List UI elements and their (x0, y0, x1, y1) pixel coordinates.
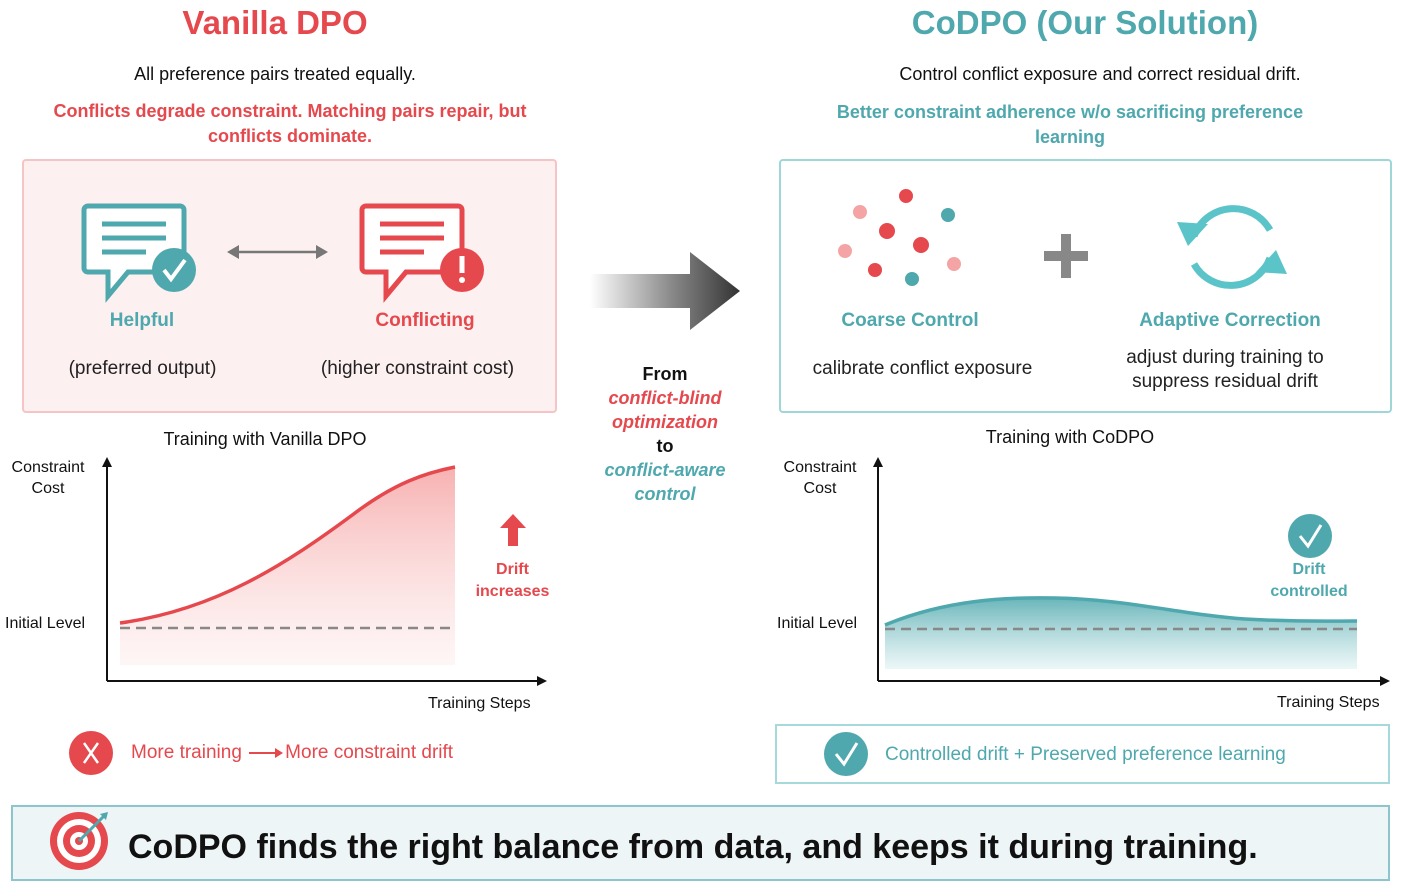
codpo-summary: Controlled drift + Preserved preference … (885, 744, 1286, 765)
drift-controlled-label: Drift controlled (1250, 559, 1368, 603)
coarse-control-label: Coarse Control (841, 310, 979, 331)
codpo-chart (873, 457, 1390, 686)
codpo-title: CoDPO (Our Solution) (911, 4, 1259, 41)
drift-controlled-line-2: controlled (1270, 583, 1348, 600)
codpo-y-label-2: Cost (803, 480, 837, 497)
codpo-initial-level: Initial Level (777, 615, 858, 632)
codpo-x-label: Training Steps (1277, 694, 1380, 711)
vanilla-warning-line-1: Conflicts degrade constraint. Matching p… (53, 101, 527, 121)
helpful-label: Helpful (109, 310, 175, 331)
dots-cluster-icon (838, 189, 961, 286)
drift-increases-line-2: increases (475, 583, 550, 600)
conflicting-label: Conflicting (375, 310, 475, 331)
chat-alert-icon (359, 203, 484, 303)
adaptive-correction-label: Adaptive Correction (1139, 310, 1321, 331)
vanilla-warning-line-2: conflicts dominate. (207, 126, 373, 146)
codpo-benefit: Better constraint adherence w/o sacrific… (780, 100, 1360, 150)
codpo-benefit-line-2: learning (1034, 127, 1105, 147)
vanilla-y-label-2: Cost (31, 480, 65, 497)
helpful-desc: (preferred output) (68, 358, 217, 379)
target-icon (50, 812, 108, 870)
codpo-summary-box (775, 724, 1390, 784)
transition-optimization: optimization (612, 412, 718, 432)
vanilla-drift-area (120, 467, 455, 665)
vanilla-y-label: Constraint Cost (0, 457, 96, 499)
summary-check-icon (824, 732, 868, 776)
vanilla-chart (102, 457, 547, 686)
codpo-y-label-1: Constraint (783, 459, 857, 476)
double-arrow-icon (227, 245, 328, 259)
codpo-benefit-line-1: Better constraint adherence w/o sacrific… (836, 102, 1304, 122)
plus-icon (1044, 234, 1088, 278)
chat-check-icon (81, 203, 196, 303)
transition-from: From (642, 364, 688, 384)
vanilla-summary-b: More constraint drift (285, 742, 454, 763)
bottom-banner (11, 805, 1390, 881)
vanilla-subtitle: All preference pairs treated equally. (134, 64, 416, 84)
arrow-right-icon (590, 252, 740, 330)
transition-text: From conflict-blind optimization to conf… (590, 362, 740, 506)
codpo-drift-area (885, 597, 1357, 669)
vanilla-warning: Conflicts degrade constraint. Matching p… (20, 99, 560, 149)
drift-increases-label: Drift increases (455, 559, 570, 603)
banner-text: CoDPO finds the right balance from data,… (128, 828, 1258, 866)
coarse-control-desc: calibrate conflict exposure (812, 358, 1033, 379)
vanilla-drift-curve (119, 465, 456, 625)
drift-controlled-line-1: Drift (1292, 561, 1326, 578)
vanilla-chart-title: Training with Vanilla DPO (163, 429, 367, 449)
transition-blind: conflict-blind (608, 388, 722, 408)
codpo-subtitle: Control conflict exposure and correct re… (899, 64, 1301, 84)
codpo-method-box (779, 159, 1392, 413)
vanilla-dpo-title: Vanilla DPO (182, 4, 368, 41)
adaptive-correction-desc: adjust during training to suppress resid… (1090, 346, 1360, 394)
cycle-arrows-icon (1177, 205, 1287, 289)
conflicting-desc: (higher constraint cost) (320, 358, 515, 379)
vanilla-summary-a: More training (131, 742, 242, 763)
check-circle-icon (1288, 514, 1332, 558)
transition-to: to (656, 436, 674, 456)
transition-aware: conflict-aware (604, 460, 726, 480)
transition-control: control (634, 484, 696, 504)
adaptive-desc-line-2: suppress residual drift (1132, 371, 1318, 392)
vanilla-initial-level: Initial Level (5, 615, 86, 632)
arrow-up-icon (500, 514, 526, 546)
vanilla-x-label: Training Steps (428, 695, 531, 712)
codpo-chart-title: Training with CoDPO (985, 427, 1155, 447)
codpo-y-label: Constraint Cost (772, 457, 868, 499)
vanilla-y-label-1: Constraint (11, 459, 85, 476)
x-circle-icon (69, 731, 113, 775)
summary-arrow-icon (249, 747, 284, 758)
vanilla-summary: More training More constraint drift (131, 742, 453, 764)
drift-increases-line-1: Drift (496, 561, 529, 578)
adaptive-desc-line-1: adjust during training to (1126, 347, 1324, 368)
codpo-drift-curve (884, 596, 1358, 627)
